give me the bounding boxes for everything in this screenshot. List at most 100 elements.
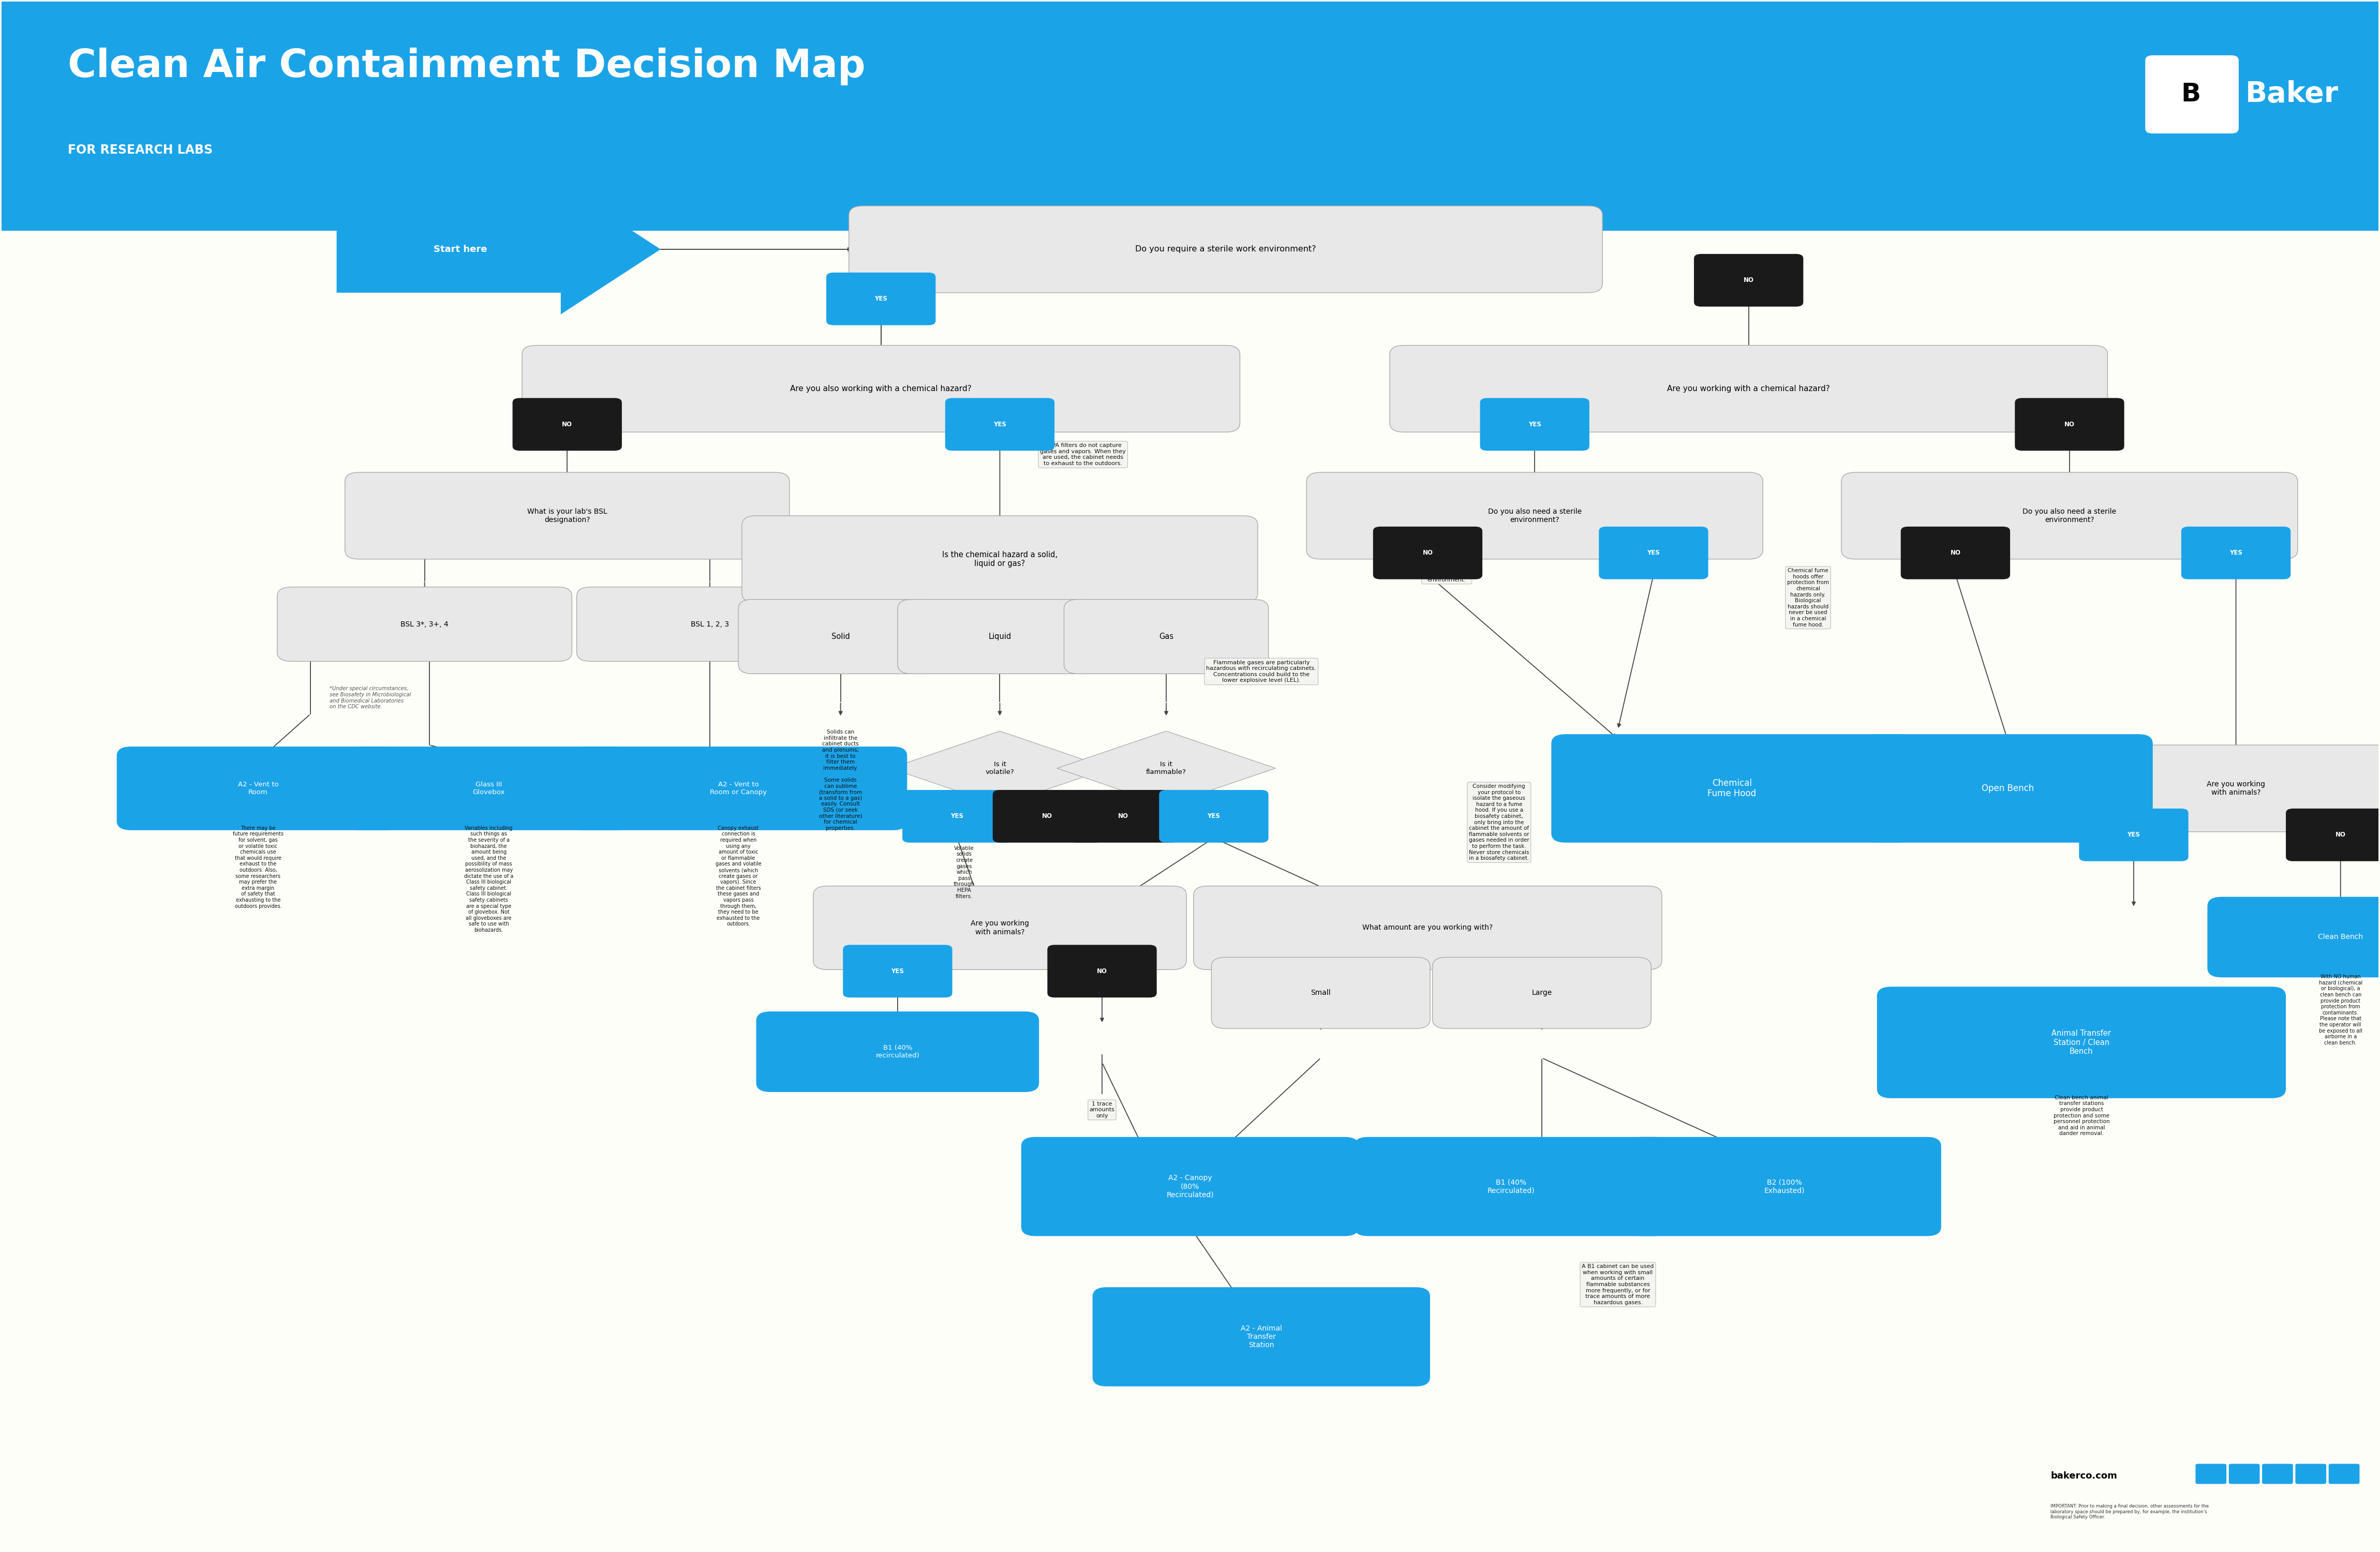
Text: YES: YES — [2230, 549, 2242, 556]
FancyBboxPatch shape — [1628, 1138, 1942, 1235]
Text: Open Bench: Open Bench — [1983, 784, 2035, 793]
FancyBboxPatch shape — [2228, 1464, 2259, 1484]
Text: Flammable gases are particularly
hazardous with recirculating cabinets.
Concentr: Flammable gases are particularly hazardo… — [1207, 660, 1316, 683]
Text: There may be
future requirements
for solvent, gas
or volatile toxic
chemicals us: There may be future requirements for sol… — [233, 826, 283, 909]
FancyBboxPatch shape — [1021, 1138, 1359, 1235]
FancyBboxPatch shape — [2080, 809, 2187, 861]
Text: Small: Small — [1311, 989, 1330, 996]
Text: BSL 1, 2, 3: BSL 1, 2, 3 — [690, 621, 728, 629]
Text: Are you working
with animals?: Are you working with animals? — [971, 920, 1028, 936]
Text: Canopy exhaust
connection is
required when
using any
amount of toxic
or flammabl: Canopy exhaust connection is required wh… — [716, 826, 762, 927]
FancyBboxPatch shape — [1307, 472, 1764, 559]
Text: Solids can
infiltrate the
cabinet ducts
and plenums;
it is best to
filter them
i: Solids can infiltrate the cabinet ducts … — [819, 729, 862, 830]
Text: Do you also need a sterile
environment?: Do you also need a sterile environment? — [2023, 508, 2116, 523]
Text: YES: YES — [2128, 832, 2140, 838]
Polygon shape — [1057, 731, 1276, 805]
Text: Are you working
with animals?: Are you working with animals? — [2206, 781, 2266, 796]
FancyBboxPatch shape — [850, 206, 1602, 293]
Text: YES: YES — [873, 295, 888, 303]
FancyBboxPatch shape — [826, 273, 935, 326]
Text: NO: NO — [1097, 968, 1107, 975]
FancyBboxPatch shape — [1064, 599, 1269, 674]
FancyBboxPatch shape — [117, 747, 400, 830]
FancyBboxPatch shape — [1047, 945, 1157, 998]
Text: NO: NO — [2063, 421, 2075, 428]
Text: With a positive
protection suit.: With a positive protection suit. — [340, 776, 386, 787]
FancyBboxPatch shape — [1480, 397, 1590, 450]
Text: B: B — [2180, 82, 2202, 107]
FancyBboxPatch shape — [1354, 1138, 1668, 1235]
FancyBboxPatch shape — [1433, 958, 1652, 1029]
Text: Clean Air Containment Decision Map: Clean Air Containment Decision Map — [69, 48, 866, 85]
Text: What is your lab's BSL
designation?: What is your lab's BSL designation? — [528, 508, 607, 523]
Text: Chemical fume
hoods offer
protection from
chemical
hazards only.
Biological
haza: Chemical fume hoods offer protection fro… — [1787, 568, 1830, 627]
FancyBboxPatch shape — [1599, 526, 1709, 579]
FancyBboxPatch shape — [992, 790, 1102, 843]
Text: Clean bench animal
transfer stations
provide product
protection and some
personn: Clean bench animal transfer stations pro… — [2054, 1096, 2109, 1136]
Text: B2 (100%
Exhausted): B2 (100% Exhausted) — [1764, 1178, 1804, 1195]
Text: A2 - Canopy
(80%
Recirculated): A2 - Canopy (80% Recirculated) — [1166, 1175, 1214, 1198]
Text: A B1 cabinet can be used
when working with small
amounts of certain
flammable su: A B1 cabinet can be used when working wi… — [1583, 1263, 1654, 1305]
FancyBboxPatch shape — [1211, 958, 1430, 1029]
Text: Consider modifying
your protocol to
isolate the gaseous
hazard to a fume
hood. I: Consider modifying your protocol to isol… — [1468, 784, 1530, 861]
Text: Are you working with a chemical hazard?: Are you working with a chemical hazard? — [1668, 385, 1830, 393]
FancyBboxPatch shape — [2061, 745, 2380, 832]
Text: Is the chemical hazard a solid,
liquid or gas?: Is the chemical hazard a solid, liquid o… — [942, 551, 1057, 568]
Text: YES: YES — [1647, 549, 1659, 556]
Text: NO: NO — [1745, 276, 1754, 284]
Text: NO: NO — [1042, 813, 1052, 819]
Text: Glass III
Glovebox: Glass III Glovebox — [474, 781, 505, 796]
FancyBboxPatch shape — [897, 599, 1102, 674]
Text: NO: NO — [2335, 832, 2347, 838]
FancyBboxPatch shape — [276, 587, 571, 661]
Text: A2 - Vent to
Room or Canopy: A2 - Vent to Room or Canopy — [709, 781, 766, 796]
Text: With NO human
hazard (chemical
or biological), a
clean bench can
provide product: With NO human hazard (chemical or biolog… — [2318, 975, 2363, 1046]
Text: Is it
volatile?: Is it volatile? — [985, 760, 1014, 776]
Text: NO: NO — [562, 421, 571, 428]
FancyBboxPatch shape — [743, 515, 1257, 602]
Text: NO: NO — [1119, 813, 1128, 819]
FancyBboxPatch shape — [2285, 809, 2380, 861]
Text: IMPORTANT: Prior to making a final decision, other assessments for the
laborator: IMPORTANT: Prior to making a final decis… — [2052, 1504, 2209, 1519]
Text: 1 trace
amounts
only: 1 trace amounts only — [1090, 1102, 1114, 1119]
Text: Animal Transfer
Station / Clean
Bench: Animal Transfer Station / Clean Bench — [2052, 1029, 2111, 1055]
FancyBboxPatch shape — [814, 886, 1188, 970]
Text: Large: Large — [1533, 989, 1552, 996]
FancyBboxPatch shape — [336, 185, 662, 315]
FancyBboxPatch shape — [512, 397, 621, 450]
Text: Are you also working with a chemical hazard?: Are you also working with a chemical haz… — [790, 385, 971, 393]
FancyBboxPatch shape — [945, 397, 1054, 450]
FancyBboxPatch shape — [2328, 1464, 2359, 1484]
FancyBboxPatch shape — [345, 472, 790, 559]
FancyBboxPatch shape — [569, 747, 907, 830]
Text: Start here: Start here — [433, 245, 488, 255]
Text: Do you require a sterile work environment?: Do you require a sterile work environmen… — [1135, 245, 1316, 253]
FancyBboxPatch shape — [1373, 526, 1483, 579]
Text: Do you also need a sterile
environment?: Do you also need a sterile environment? — [1488, 508, 1583, 523]
Text: B1 (40%
Recirculated): B1 (40% Recirculated) — [1488, 1178, 1535, 1195]
Text: Gas: Gas — [1159, 633, 1173, 641]
FancyBboxPatch shape — [2, 2, 2378, 231]
FancyBboxPatch shape — [1842, 472, 2297, 559]
Text: B1 (40%
recirculated): B1 (40% recirculated) — [876, 1044, 919, 1058]
Text: bakerco.com: bakerco.com — [2052, 1471, 2118, 1481]
FancyBboxPatch shape — [757, 1012, 1040, 1093]
Text: Baker: Baker — [2244, 81, 2340, 109]
Text: Variables including
such things as
the severity of a
biohazard, the
amount being: Variables including such things as the s… — [464, 826, 514, 933]
FancyBboxPatch shape — [2180, 526, 2290, 579]
FancyBboxPatch shape — [347, 747, 631, 830]
Text: What amount are you working with?: What amount are you working with? — [1361, 923, 1492, 931]
FancyBboxPatch shape — [2206, 897, 2380, 978]
FancyBboxPatch shape — [738, 599, 942, 674]
Text: YES: YES — [950, 813, 964, 819]
FancyBboxPatch shape — [521, 346, 1240, 431]
FancyBboxPatch shape — [2294, 1464, 2325, 1484]
Text: A2 - Animal
Transfer
Station: A2 - Animal Transfer Station — [1240, 1325, 1283, 1349]
FancyBboxPatch shape — [2016, 397, 2125, 450]
FancyBboxPatch shape — [2261, 1464, 2292, 1484]
FancyBboxPatch shape — [1695, 255, 1804, 307]
FancyBboxPatch shape — [843, 945, 952, 998]
FancyBboxPatch shape — [1902, 526, 2011, 579]
FancyBboxPatch shape — [2194, 1464, 2225, 1484]
FancyBboxPatch shape — [576, 587, 843, 661]
